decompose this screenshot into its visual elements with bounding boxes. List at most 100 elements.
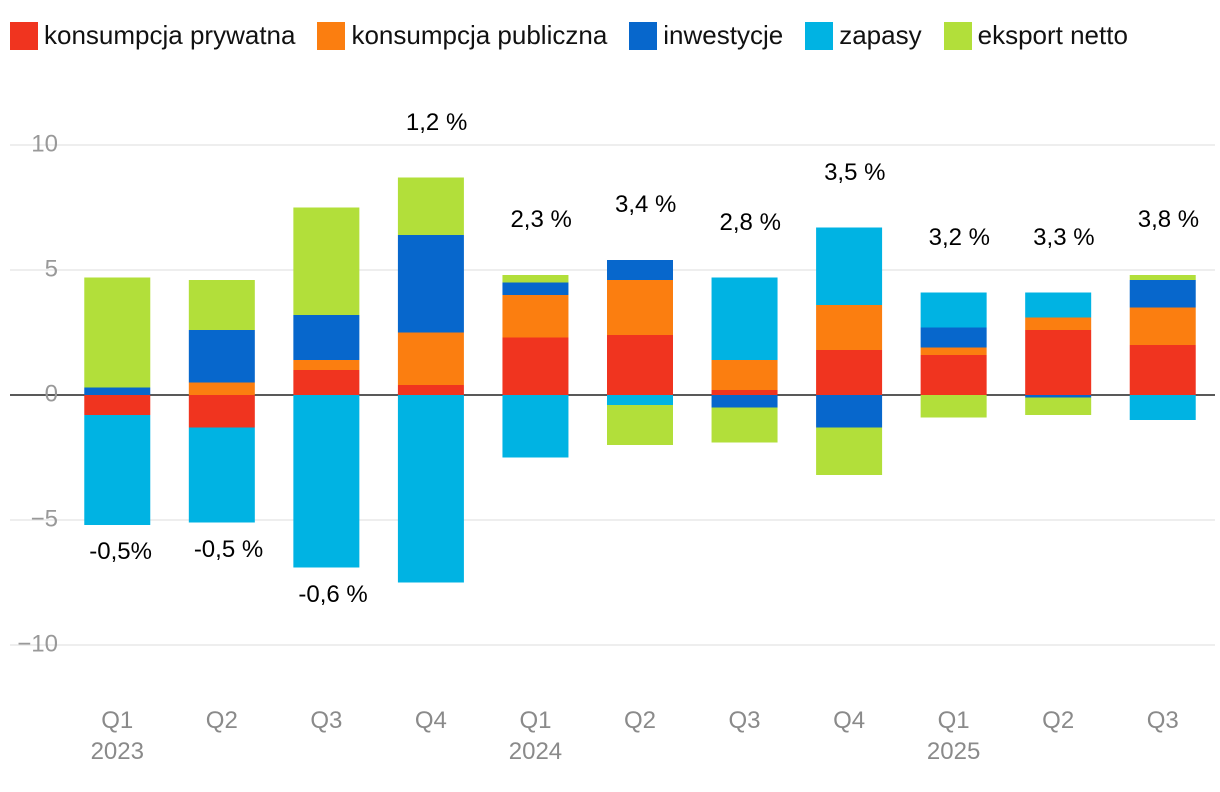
legend-label: konsumpcja publiczna [351,20,608,50]
legend-swatch [943,21,972,50]
y-tick-label: −10 [17,630,58,657]
bar-segment [84,387,151,395]
bar-segment [711,360,778,390]
total-label: 1,2 % [405,108,468,136]
total-label: 2,3 % [510,206,572,233]
legend-swatch [317,21,346,50]
y-tick-label: 5 [45,255,58,282]
total-label: -0,6 % [298,580,368,608]
bar-segment [397,385,464,395]
bar-segment [1129,395,1196,420]
x-tick-label: Q4 [833,707,866,734]
x-tick-label-box: Q3 [1147,707,1179,734]
bar-segment [84,415,151,525]
total-label-box: 1,2 % [405,108,468,136]
legend-label: inwestycje [663,20,784,50]
total-label: 3,3 % [1033,223,1095,251]
x-tick-label-box: Q4 [414,707,447,734]
legend-label: eksport netto [977,20,1128,50]
bar-segment [1129,345,1196,395]
total-label-box: 3,4 % [615,191,677,218]
bar-segment [188,382,255,395]
bar-segment [920,355,987,395]
x-tick-label: Q1 2023 [90,707,144,765]
bar-segment [397,235,464,333]
total-label: -0,5 % [193,535,264,563]
x-tick-label: Q1 2024 [508,707,563,765]
bar-segment [84,277,151,388]
bar-segment [711,395,778,408]
bar-segment [397,177,464,235]
bar-segment [1129,275,1196,280]
bar-segment [816,350,883,395]
x-tick-label: Q2 [205,707,238,734]
bar-segment [188,280,255,330]
bar-segment [502,295,569,338]
x-tick-label-box: Q2 [1042,707,1075,734]
bar-segment [397,395,464,583]
bar-segment [920,292,987,328]
bar-segment [816,395,883,428]
bar-segment [607,280,673,335]
bar-segment [1025,330,1092,395]
bar-segment [188,330,255,383]
total-label-box: -0,6 % [298,580,368,608]
legend-swatch [10,21,38,50]
bar-segment [816,227,883,305]
total-label: 3,8 % [1137,206,1200,233]
bar-segment [816,427,883,475]
bar-segment [920,395,987,418]
legend-item: zapasy [805,20,922,51]
legend-swatch [629,21,658,50]
bar-segment [293,370,360,395]
bar-segment [1025,292,1092,318]
x-tick-label-box: Q1 2025 [927,707,980,765]
x-tick-label: Q2 [623,707,656,734]
legend-item: inwestycje [629,20,783,51]
legend-item: konsumpcja prywatna [10,20,295,51]
x-tick-label-box: Q3 [310,707,343,734]
bar-segment [293,360,360,370]
bar-segment [711,407,778,443]
legend-item: eksport netto [943,20,1128,51]
total-label-box: 3,5 % [824,158,886,186]
x-tick-label-box: Q2 [623,707,656,734]
legend-label: konsumpcja prywatna [44,20,296,50]
bar-segment [293,315,360,360]
x-tick-label-box: Q1 2023 [90,707,144,765]
y-tick-label: 0 [45,380,58,407]
legend-swatch [805,21,834,50]
bar-segment [84,395,151,415]
x-tick-label: Q2 [1042,707,1075,734]
bar-segment [502,337,569,395]
y-tick-label: 10 [31,130,58,157]
total-label-box: 3,3 % [1033,223,1095,251]
x-tick-label-box: Q1 2024 [508,707,563,765]
total-label-box: -0,5 % [193,535,264,563]
bar-segment [1025,317,1092,330]
bar-segment [607,405,673,445]
x-tick-label: Q4 [414,707,447,734]
bar-segment [1129,280,1196,308]
x-tick-label: Q3 [310,707,343,734]
total-label: 3,4 % [615,191,677,218]
bar-segment [188,427,255,523]
x-tick-label-box: Q2 [205,707,238,734]
legend: konsumpcja prywatna konsumpcja publiczna i… [10,20,1128,51]
total-label-box: 3,8 % [1137,206,1200,233]
total-label-box: 2,3 % [510,206,572,233]
bar-segment [502,282,569,295]
total-label-box: 2,8 % [720,209,781,236]
y-tick-label: −5 [31,505,58,532]
legend-item: konsumpcja publiczna [317,20,607,51]
bar-segment [1025,397,1092,415]
bar-segment [293,207,360,315]
total-label: 3,2 % [928,223,990,251]
bar-segment [711,277,778,360]
x-tick-label: Q3 [728,707,761,734]
total-label: 3,5 % [824,158,886,186]
total-label: -0,5% [89,538,152,565]
total-label-box: 3,2 % [928,223,990,251]
